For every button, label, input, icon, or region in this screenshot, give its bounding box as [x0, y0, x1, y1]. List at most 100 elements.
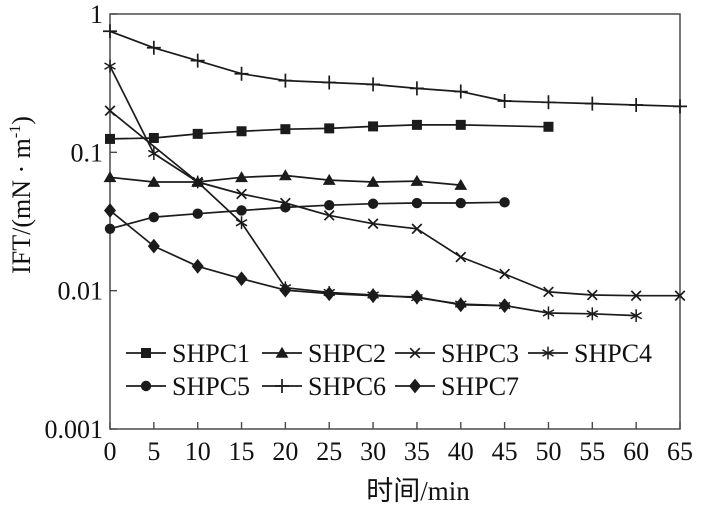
- plus-marker: [453, 84, 468, 99]
- x-marker: [455, 251, 467, 263]
- square-marker: [280, 124, 291, 135]
- legend-item-SHPC2: SHPC2: [262, 339, 386, 368]
- legend-label: SHPC3: [441, 339, 519, 368]
- plus-marker: [146, 40, 161, 55]
- series-line: [109, 209, 505, 307]
- x-marker: [236, 188, 247, 200]
- diamond-marker: [323, 286, 336, 302]
- circle-marker: [324, 199, 335, 211]
- square-marker: [368, 121, 379, 132]
- plus-marker: [409, 81, 424, 96]
- diamond-marker: [191, 258, 204, 274]
- square-marker: [105, 133, 115, 144]
- x-marker: [499, 268, 511, 280]
- asterisk-marker: [147, 147, 160, 160]
- legend-item-SHPC6: SHPC6: [262, 372, 386, 401]
- circle-marker: [192, 208, 203, 219]
- x-tick-label: 0: [104, 437, 117, 466]
- circle-marker: [280, 202, 291, 213]
- plus-marker: [629, 97, 644, 112]
- legend-label: SHPC6: [308, 372, 386, 401]
- plot-frame: [109, 13, 681, 430]
- x-tick-label: 45: [492, 437, 518, 466]
- asterisk-marker: [630, 309, 643, 323]
- series-line: [109, 30, 681, 108]
- y-axis: 1 0.1 0.01 0.001: [45, 0, 117, 444]
- series-SHPC5: [104, 197, 510, 235]
- diamond-marker: [409, 378, 421, 394]
- plus-marker: [366, 77, 381, 92]
- square-marker: [192, 128, 203, 139]
- y-tick-label: 0.01: [58, 277, 104, 306]
- asterisk-marker: [542, 346, 554, 360]
- x-tick-label: 5: [147, 437, 160, 466]
- legend-label: SHPC5: [172, 372, 250, 401]
- y-axis-title-superscript: -1: [7, 125, 24, 138]
- x-tick-label: 40: [448, 437, 474, 466]
- diamond-marker: [279, 282, 292, 298]
- y-tick-label: 0.1: [71, 138, 104, 167]
- asterisk-marker: [586, 307, 599, 321]
- circle-marker: [499, 197, 510, 208]
- x-tick-label: 55: [579, 437, 605, 466]
- plus-marker: [673, 99, 687, 114]
- triangle-marker: [454, 178, 468, 190]
- square-marker: [141, 348, 151, 358]
- x-marker: [674, 290, 686, 302]
- legend-item-SHPC3: SHPC3: [395, 339, 519, 368]
- y-axis-title-suffix: ): [7, 116, 36, 125]
- plus-marker: [103, 24, 117, 39]
- diamond-marker: [147, 238, 160, 254]
- series-SHPC4: [104, 59, 643, 323]
- triangle-marker: [366, 175, 380, 187]
- circle-marker: [104, 223, 116, 235]
- diamond-marker: [104, 203, 116, 218]
- square-marker: [543, 121, 554, 132]
- circle-marker: [236, 205, 247, 216]
- square-marker: [236, 126, 247, 137]
- series-SHPC2: [103, 169, 468, 190]
- x-tick-label: 25: [316, 437, 342, 466]
- y-axis-title-main: IFT/(mN · m: [7, 138, 36, 274]
- legend-item-SHPC4: SHPC4: [528, 339, 652, 368]
- square-marker: [455, 119, 466, 130]
- legend-item-SHPC1: SHPC1: [126, 339, 250, 368]
- x-marker: [104, 105, 116, 117]
- asterisk-marker: [542, 306, 555, 320]
- series-SHPC1: [105, 119, 554, 144]
- square-marker: [324, 123, 335, 134]
- x-marker: [411, 223, 423, 235]
- triangle-marker: [103, 171, 117, 183]
- series-line: [109, 124, 549, 140]
- x-marker: [630, 290, 642, 302]
- x-marker: [586, 289, 598, 301]
- plus-marker: [190, 53, 205, 68]
- circle-marker: [148, 211, 160, 223]
- legend-item-SHPC5: SHPC5: [126, 372, 250, 401]
- plus-marker: [234, 66, 249, 81]
- triangle-marker: [275, 346, 289, 358]
- plus-marker: [541, 95, 556, 110]
- diamond-marker: [235, 271, 248, 287]
- plus-marker: [275, 379, 289, 393]
- x-tick-label: 60: [623, 437, 649, 466]
- diamond-marker: [498, 298, 511, 313]
- circle-marker: [367, 198, 379, 209]
- x-axis: 0 5 10 15 20 25 30 35 40 45 50 55 60 65: [104, 422, 693, 466]
- series-SHPC3: [104, 105, 686, 302]
- plus-marker: [322, 75, 337, 90]
- triangle-marker: [147, 175, 161, 187]
- x-marker: [409, 347, 421, 359]
- triangle-marker: [278, 169, 292, 181]
- legend-label: SHPC4: [574, 339, 652, 368]
- triangle-marker: [410, 174, 424, 186]
- legend-label: SHPC2: [308, 339, 386, 368]
- asterisk-marker: [104, 59, 116, 73]
- x-axis-title: 时间/min: [366, 476, 470, 506]
- x-tick-label: 20: [272, 437, 298, 466]
- circle-marker: [140, 380, 152, 392]
- circle-marker: [455, 197, 466, 209]
- asterisk-marker: [191, 175, 204, 189]
